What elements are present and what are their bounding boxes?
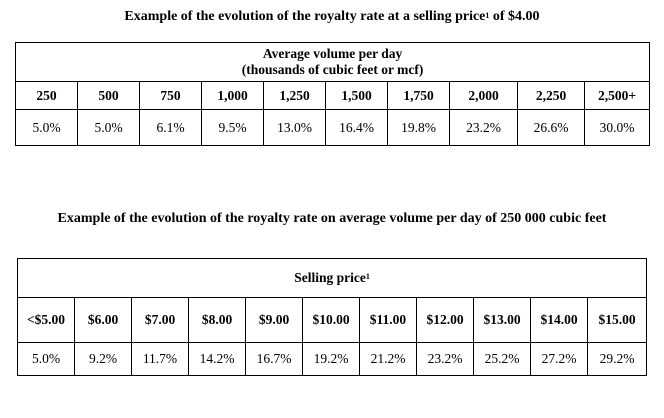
table1-col-1750: 1,750 xyxy=(387,81,450,110)
table1-cell: 5.0% xyxy=(15,109,78,146)
table2-col-10: $10.00 xyxy=(302,297,360,343)
table2-value-row: 5.0% 9.2% 11.7% 14.2% 16.7% 19.2% 21.2% … xyxy=(17,342,648,376)
table1-cell: 6.1% xyxy=(139,109,202,146)
table2-header-footnote: 1 xyxy=(365,272,370,281)
table2-cell: 5.0% xyxy=(17,342,75,376)
table2-cell: 29.2% xyxy=(586,342,648,376)
table1-col-750: 750 xyxy=(139,81,202,110)
table1-cell: 16.4% xyxy=(325,109,388,146)
table1-cell: 26.6% xyxy=(517,109,585,146)
table2-column-row: <$5.00 $6.00 $7.00 $8.00 $9.00 $10.00 $1… xyxy=(17,297,648,343)
table1-col-2000: 2,000 xyxy=(449,81,518,110)
table2-col-6: $6.00 xyxy=(74,297,132,343)
table1-title-tail: of $4.00 xyxy=(489,9,540,24)
table1-col-1000: 1,000 xyxy=(201,81,264,110)
table1-col-2250: 2,250 xyxy=(517,81,585,110)
table1-cell: 23.2% xyxy=(449,109,518,146)
table2-col-13: $13.00 xyxy=(473,297,531,343)
table1-col-500: 500 xyxy=(77,81,140,110)
table1-col-1500: 1,500 xyxy=(325,81,388,110)
table2-cell: 9.2% xyxy=(74,342,132,376)
royalty-price-table: Selling price1 <$5.00 $6.00 $7.00 $8.00 … xyxy=(16,258,648,376)
table2-col-14: $14.00 xyxy=(530,297,588,343)
table2-cell: 21.2% xyxy=(359,342,417,376)
table1-value-row: 5.0% 5.0% 6.1% 9.5% 13.0% 16.4% 19.8% 23… xyxy=(15,109,651,146)
table1-header: Average volume per day (thousands of cub… xyxy=(14,42,651,82)
table2-cell: 16.7% xyxy=(245,342,303,376)
table2-cell: 27.2% xyxy=(530,342,588,376)
royalty-volume-table: Average volume per day (thousands of cub… xyxy=(14,42,651,146)
table1-cell: 13.0% xyxy=(263,109,326,146)
table2-col-9: $9.00 xyxy=(245,297,303,343)
table2-header: Selling price1 xyxy=(16,258,648,298)
table1-cell: 5.0% xyxy=(77,109,140,146)
table2-cell: 25.2% xyxy=(473,342,531,376)
table2-col-7: $7.00 xyxy=(131,297,189,343)
table2-col-11: $11.00 xyxy=(359,297,417,343)
table1-header-line2: (thousands of cubic feet or mcf) xyxy=(241,62,424,77)
table1-col-250: 250 xyxy=(15,81,78,110)
table2-title: Example of the evolution of the royalty … xyxy=(57,211,607,226)
table2-cell: 19.2% xyxy=(302,342,360,376)
table1-col-1250: 1,250 xyxy=(263,81,326,110)
table1-cell: 9.5% xyxy=(201,109,264,146)
table1-title-text: Example of the evolution of the royalty … xyxy=(124,9,486,24)
table2-col-15: $15.00 xyxy=(586,297,648,343)
table1-cell: 30.0% xyxy=(583,109,651,146)
table2-col-12: $12.00 xyxy=(416,297,474,343)
table2-cell: 23.2% xyxy=(416,342,474,376)
table2-cell: 14.2% xyxy=(188,342,246,376)
table2-col-8: $8.00 xyxy=(188,297,246,343)
table1-title-footnote: 1 xyxy=(485,11,490,20)
table1-title: Example of the evolution of the royalty … xyxy=(0,8,664,26)
table1-column-row: 250 500 750 1,000 1,250 1,500 1,750 2,00… xyxy=(15,81,651,110)
table1-col-2500plus: 2,500+ xyxy=(583,81,651,110)
table2-header-text: Selling price xyxy=(294,270,366,285)
table2-cell: 11.7% xyxy=(131,342,189,376)
table2-col-lt5: <$5.00 xyxy=(17,297,75,343)
table1-cell: 19.8% xyxy=(387,109,450,146)
table1-header-line1: Average volume per day xyxy=(262,46,403,61)
